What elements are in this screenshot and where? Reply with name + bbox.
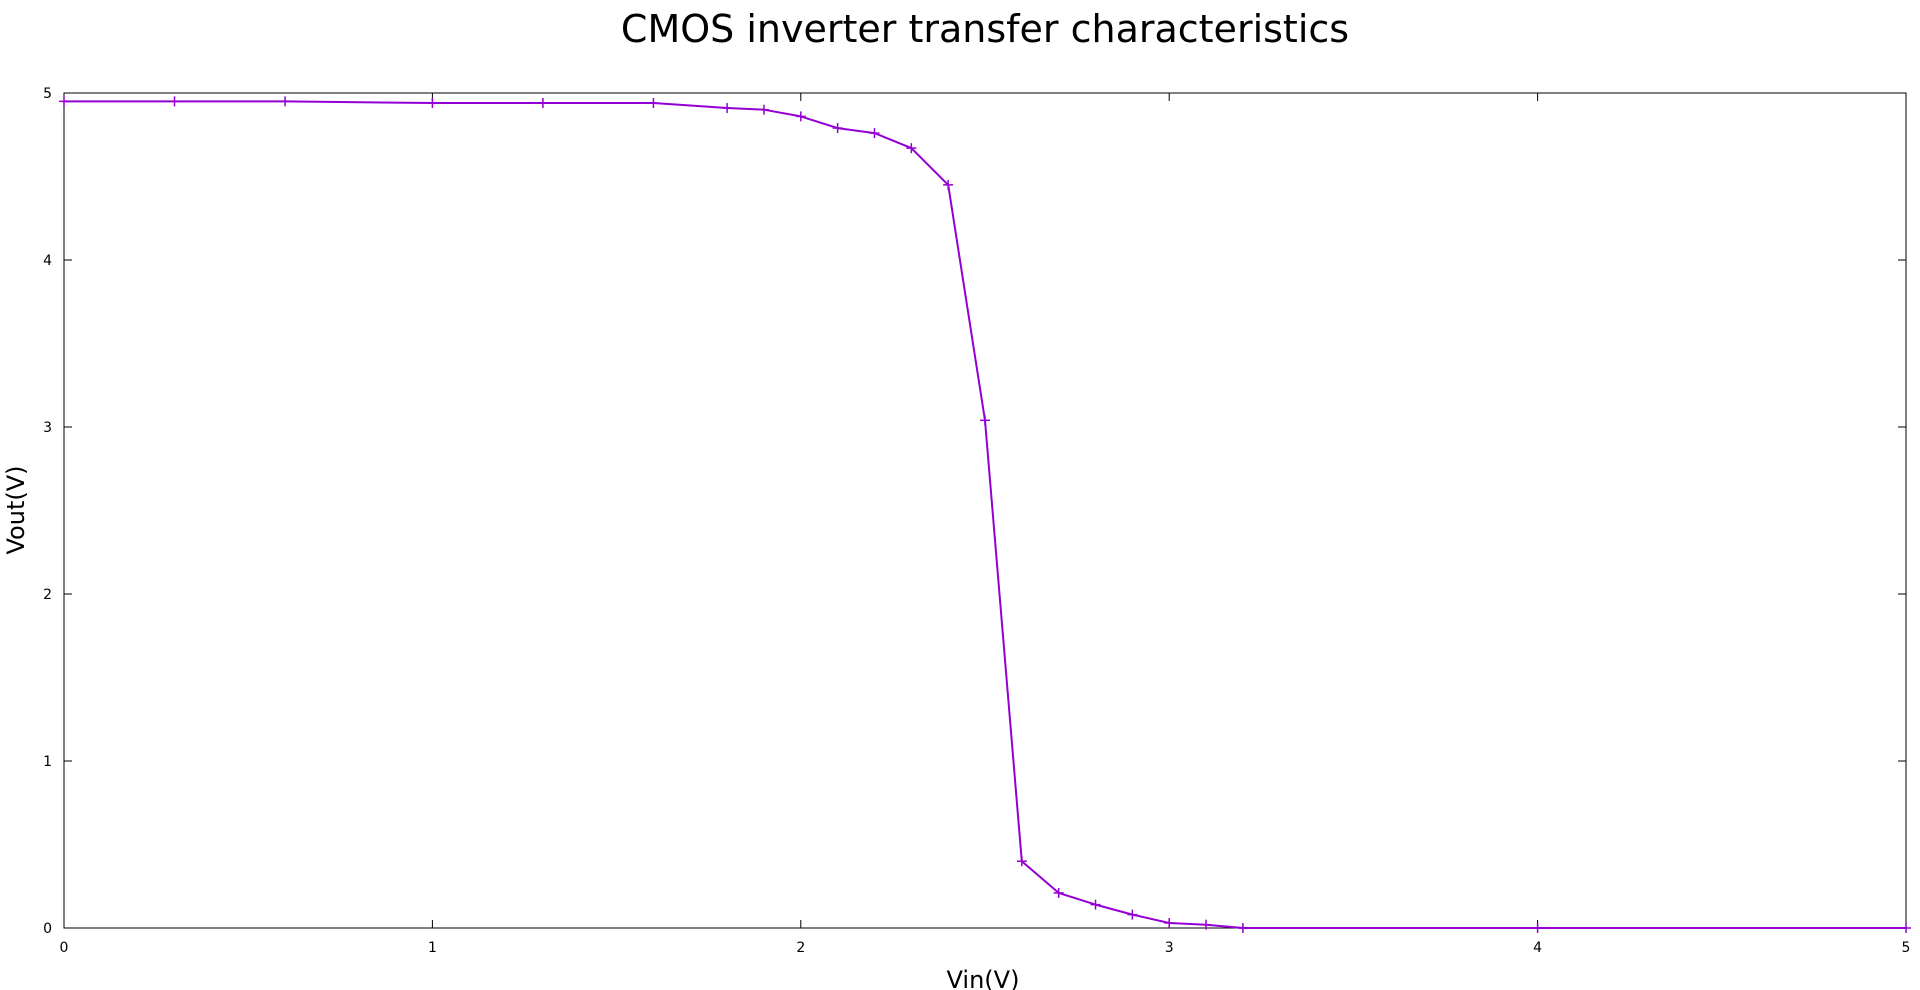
x-tick-label: 1 <box>428 940 437 956</box>
data-point <box>943 179 954 190</box>
x-tick-label: 2 <box>796 940 805 956</box>
series-group <box>59 96 1911 933</box>
y-tick-label: 4 <box>43 253 52 269</box>
y-tick-label: 3 <box>43 420 52 436</box>
data-point <box>537 98 548 109</box>
data-point <box>906 143 917 154</box>
x-tick-label: 5 <box>1902 940 1911 956</box>
data-point <box>1532 923 1543 933</box>
data-point <box>648 98 659 109</box>
y-tick-label: 5 <box>43 86 52 102</box>
x-tick-label: 0 <box>60 940 69 956</box>
data-point <box>1237 923 1248 933</box>
y-tick-label: 0 <box>43 921 52 937</box>
plot-frame <box>63 92 1907 929</box>
data-point <box>1901 923 1911 933</box>
data-point <box>795 111 806 122</box>
data-point <box>758 104 769 115</box>
chart-title: CMOS inverter transfer characteristics <box>621 7 1349 51</box>
data-point <box>722 103 733 114</box>
x-tick-label: 4 <box>1533 940 1542 956</box>
data-point <box>280 96 291 107</box>
y-axis-label: Vout(V) <box>2 465 30 554</box>
y-tick-label: 2 <box>43 587 52 603</box>
data-point <box>1090 899 1101 910</box>
x-tick-label: 3 <box>1165 940 1174 956</box>
data-point <box>1127 909 1138 920</box>
x-axis-label: Vin(V) <box>947 966 1020 990</box>
data-point <box>1016 856 1027 867</box>
series-line <box>64 100 1906 929</box>
data-point <box>1201 919 1212 930</box>
data-point <box>1053 887 1064 898</box>
data-point <box>169 96 180 107</box>
data-point <box>427 98 438 109</box>
data-point <box>1164 917 1175 928</box>
y-tick-label: 1 <box>43 754 52 770</box>
data-point <box>980 415 990 426</box>
data-point <box>832 123 843 134</box>
axis-ticks: 0 1 2 3 4 5 0 1 2 3 4 5 <box>43 86 1910 956</box>
data-point <box>59 96 69 107</box>
data-point <box>869 128 880 139</box>
